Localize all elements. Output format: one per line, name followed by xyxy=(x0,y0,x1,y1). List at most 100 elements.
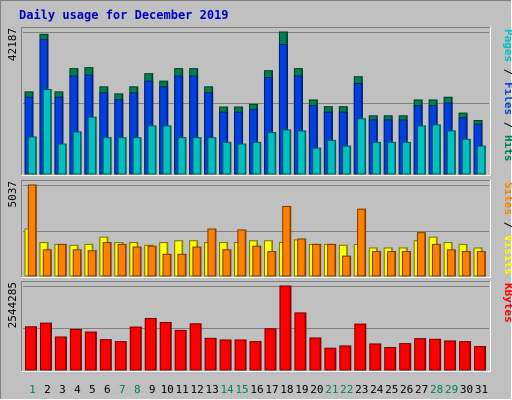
bar-sites-day-22 xyxy=(342,255,352,277)
legend-files-label: Files xyxy=(502,82,512,115)
bar-pages-day-22 xyxy=(342,145,352,175)
bar-sites-day-23 xyxy=(357,208,367,277)
bar-sites-day-25 xyxy=(387,251,397,277)
day-label-7: 7 xyxy=(119,383,126,396)
bar-sites-day-13 xyxy=(207,228,217,277)
bar-sites-day-24 xyxy=(372,251,382,277)
legend-pages-label: Pages xyxy=(502,29,512,62)
bar-pages-day-6 xyxy=(102,137,112,175)
bar-pages-day-26 xyxy=(401,141,411,175)
bar-pages-day-16 xyxy=(252,141,262,175)
bars xyxy=(24,31,486,175)
kbytes_panel: 2544285 KBytes xyxy=(6,281,512,372)
bar-kbytes-day-30 xyxy=(459,341,472,371)
bar-sites-day-12 xyxy=(192,246,202,277)
bars xyxy=(25,285,487,371)
bar-pages-day-18 xyxy=(282,129,292,175)
bar-sites-day-9 xyxy=(147,245,157,277)
day-label-29: 29 xyxy=(445,383,458,396)
bar-pages-day-3 xyxy=(57,143,67,175)
day-label-27: 27 xyxy=(415,383,428,396)
day-label-22: 22 xyxy=(340,383,353,396)
bar-pages-day-19 xyxy=(297,130,307,175)
day-label-25: 25 xyxy=(385,383,398,396)
legend--label: / xyxy=(502,115,512,135)
day-label-5: 5 xyxy=(89,383,96,396)
bar-sites-day-15 xyxy=(237,229,247,277)
bar-sites-day-30 xyxy=(461,251,471,277)
bar-sites-day-28 xyxy=(431,243,441,277)
day-label-20: 20 xyxy=(310,383,323,396)
day-label-2: 2 xyxy=(44,383,51,396)
day-label-8: 8 xyxy=(134,383,141,396)
bar-kbytes-day-24 xyxy=(369,343,382,371)
bar-sites-day-18 xyxy=(282,205,292,277)
bar-kbytes-day-20 xyxy=(309,337,322,371)
bar-kbytes-day-9 xyxy=(144,317,157,371)
bar-sites-day-3 xyxy=(57,243,67,277)
bar-pages-day-2 xyxy=(42,89,52,175)
bar-pages-day-10 xyxy=(162,125,172,175)
bar-pages-day-31 xyxy=(476,145,486,175)
day-label-14: 14 xyxy=(220,383,234,396)
day-label-30: 30 xyxy=(460,383,473,396)
day-label-9: 9 xyxy=(149,383,156,396)
bar-sites-day-11 xyxy=(177,253,187,277)
y-max-label: 42187 xyxy=(6,28,19,61)
legend--label: / xyxy=(502,62,512,82)
day-label-16: 16 xyxy=(250,383,263,396)
bar-sites-day-21 xyxy=(327,243,337,277)
visits_panel: 5037 Sites / Visits xyxy=(6,180,512,278)
day-label-4: 4 xyxy=(74,383,81,396)
bar-kbytes-day-17 xyxy=(264,328,277,371)
day-label-23: 23 xyxy=(355,383,368,396)
bar-sites-day-7 xyxy=(117,243,127,277)
bar-sites-day-19 xyxy=(297,238,307,277)
bar-pages-day-9 xyxy=(147,125,157,175)
bar-kbytes-day-1 xyxy=(25,326,37,371)
day-label-24: 24 xyxy=(370,383,384,396)
day-label-17: 17 xyxy=(265,383,278,396)
bar-pages-day-1 xyxy=(27,136,37,175)
bar-kbytes-day-16 xyxy=(249,341,262,371)
bar-kbytes-day-23 xyxy=(354,323,367,371)
y-max-label: 5037 xyxy=(6,181,19,208)
bar-kbytes-day-5 xyxy=(84,331,97,371)
day-label-26: 26 xyxy=(400,383,413,396)
bar-pages-day-21 xyxy=(327,139,337,175)
bar-pages-day-11 xyxy=(177,137,187,175)
bar-kbytes-day-13 xyxy=(204,337,217,371)
bar-pages-day-27 xyxy=(416,125,426,175)
bar-kbytes-day-2 xyxy=(39,322,52,371)
bar-kbytes-day-8 xyxy=(129,326,142,371)
legend-hits-label: Hits xyxy=(502,135,512,162)
bar-pages-day-30 xyxy=(461,138,471,175)
hits_panel: 42187 Pages / Files / Hits xyxy=(6,27,512,176)
bar-sites-day-16 xyxy=(252,245,262,277)
bar-sites-day-31 xyxy=(476,251,486,277)
bar-kbytes-day-15 xyxy=(234,339,247,371)
bar-pages-day-4 xyxy=(72,131,82,175)
bar-sites-day-14 xyxy=(222,249,232,277)
bar-pages-day-23 xyxy=(357,118,367,175)
bar-pages-day-28 xyxy=(431,124,441,175)
bar-pages-day-17 xyxy=(267,132,277,175)
bar-pages-day-24 xyxy=(372,141,382,175)
day-label-6: 6 xyxy=(104,383,111,396)
y-max-label: 2544285 xyxy=(6,282,19,328)
day-label-13: 13 xyxy=(205,383,218,396)
bar-pages-day-7 xyxy=(117,137,127,175)
bars xyxy=(24,184,486,277)
bar-sites-day-26 xyxy=(401,251,411,277)
bar-pages-day-5 xyxy=(87,116,97,175)
bar-sites-day-2 xyxy=(42,249,52,277)
bar-pages-day-20 xyxy=(312,147,322,175)
day-label-18: 18 xyxy=(280,383,293,396)
bar-kbytes-day-28 xyxy=(429,338,442,371)
bar-kbytes-day-29 xyxy=(444,340,457,371)
bar-kbytes-day-18 xyxy=(279,285,292,371)
series-legend: Pages / Files / Hits xyxy=(502,29,512,162)
bar-kbytes-day-12 xyxy=(189,323,202,371)
bar-sites-day-27 xyxy=(416,232,426,277)
